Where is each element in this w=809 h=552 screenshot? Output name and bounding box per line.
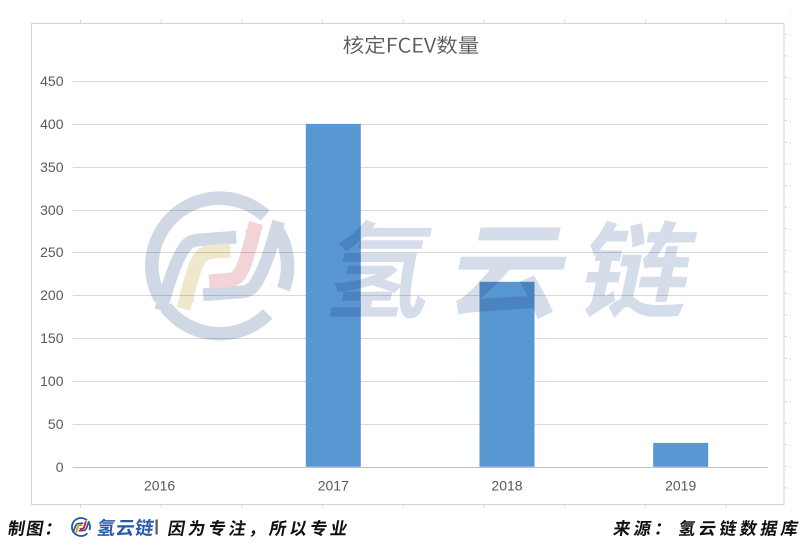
svg-text:2017: 2017 [318, 477, 349, 493]
svg-text:2018: 2018 [491, 477, 522, 493]
svg-text:50: 50 [48, 416, 64, 432]
svg-text:400: 400 [40, 116, 64, 132]
svg-text:350: 350 [40, 159, 64, 175]
svg-text:100: 100 [40, 373, 64, 389]
svg-text:0: 0 [56, 459, 64, 475]
svg-text:150: 150 [40, 330, 64, 346]
svg-text:2019: 2019 [665, 477, 696, 493]
svg-text:450: 450 [40, 73, 64, 89]
svg-text:200: 200 [40, 287, 64, 303]
svg-text:250: 250 [40, 244, 64, 260]
svg-text:2016: 2016 [144, 477, 175, 493]
svg-text:300: 300 [40, 202, 64, 218]
